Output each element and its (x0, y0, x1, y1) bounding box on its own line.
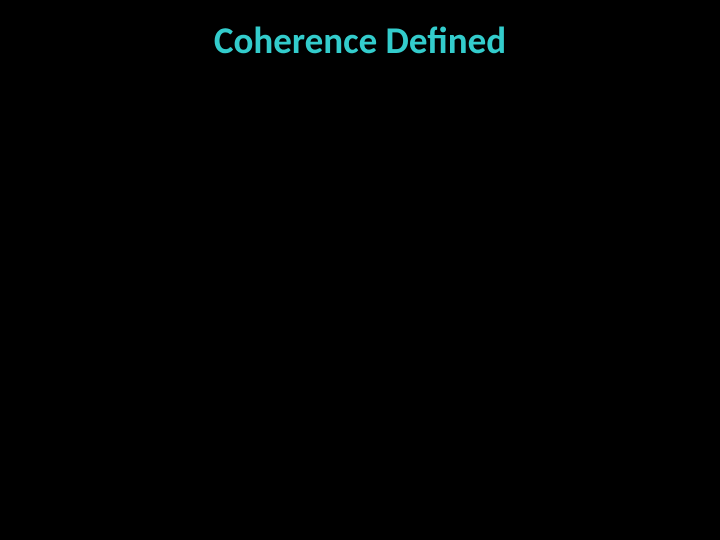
dash-icon: – (96, 383, 106, 407)
formal-line: Formal: For concurrent processes P1 and … (24, 120, 696, 153)
bullet-content: P writes X before P reads X (with no int… (88, 160, 696, 222)
txt: P (88, 290, 100, 319)
bullet-text: P1 writes X and P2 writes X (88, 289, 696, 320)
bullet-text: P1 writes X before P2 reads X (88, 224, 696, 255)
txt: writes X (261, 290, 344, 319)
formal-prefix: Formal: For concurrent processes P (24, 120, 395, 152)
bullet-list: • P writes X before P reads X (with no i… (68, 160, 696, 351)
dash-text: all see the same final value for X (111, 356, 372, 380)
txt: writes X and P (109, 290, 252, 319)
bullet-content: P1 writes X and P2 writes X ⇒ all proces… (88, 289, 696, 351)
bullet-item: • P writes X before P reads X (with no i… (68, 160, 696, 222)
informal-text: Informal: Reads return most recently wri… (24, 85, 556, 117)
dash-text: Aka write serialization (111, 383, 290, 407)
bullet-text: P writes X before P reads X (with no int… (88, 160, 696, 191)
slide-title: Coherence Defined (24, 18, 696, 63)
bullet-content: P1 writes X before P2 reads X ⇒ read ret… (88, 224, 696, 286)
sub-1: 1 (395, 134, 404, 156)
implies-icon: ⇒ (88, 320, 114, 351)
dash-icon: – (96, 356, 106, 380)
implies-text: all processors see writes in the same or… (114, 320, 696, 351)
bullet-dot-icon: • (68, 224, 88, 255)
implies-text: read returns written value (114, 191, 696, 222)
txt: writes X before P (109, 225, 280, 254)
formal-mid: and P (404, 120, 469, 152)
dash-item: – Aka write serialization (96, 382, 696, 409)
txt: P (88, 225, 100, 254)
implies-icon: ⇒ (88, 256, 114, 287)
implies-text: read returns written value (114, 256, 696, 287)
txt: reads X (288, 225, 365, 254)
implies-row: ⇒ all processors see writes in the same … (88, 320, 696, 351)
sub-2: 2 (469, 134, 478, 156)
implies-row: ⇒ read returns written value (88, 191, 696, 222)
informal-line: Informal: Reads return most recently wri… (24, 85, 696, 118)
dash-list: – all see the same final value for X – A… (96, 355, 696, 409)
dash-item: – all see the same final value for X (96, 355, 696, 382)
implies-icon: ⇒ (88, 191, 114, 222)
bullet-dot-icon: • (68, 289, 88, 320)
bullet-item: • P1 writes X and P2 writes X ⇒ all proc… (68, 289, 696, 351)
implies-row: ⇒ read returns written value (88, 256, 696, 287)
bullet-item: • P1 writes X before P2 reads X ⇒ read r… (68, 224, 696, 286)
bullet-dot-icon: • (68, 160, 88, 191)
